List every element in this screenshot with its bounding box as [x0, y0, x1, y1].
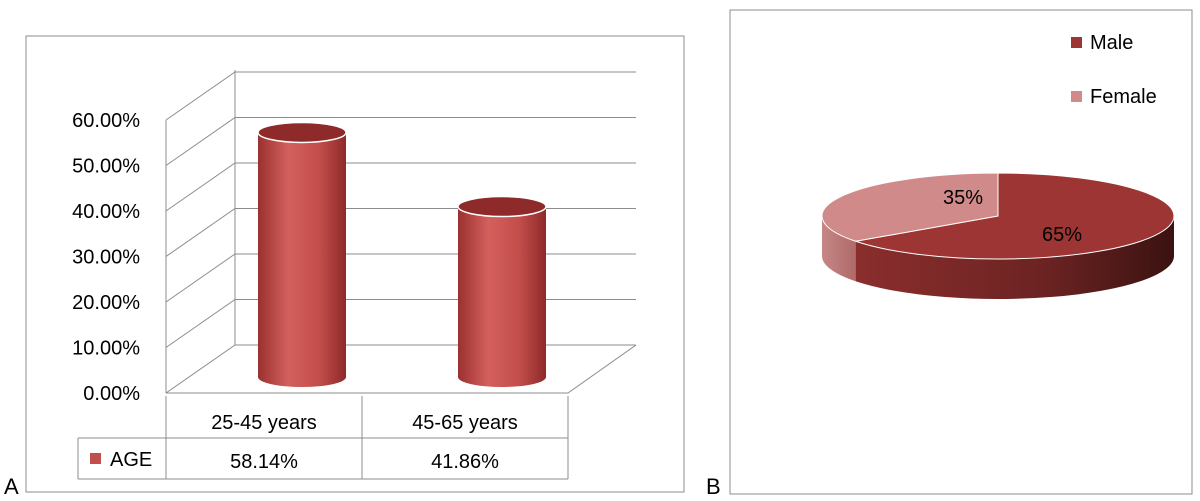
pie — [821, 172, 1175, 299]
bar-top — [257, 121, 347, 144]
panel-label-b: B — [706, 474, 721, 499]
category-label-1: 25-45 years — [211, 412, 317, 434]
panel-label-a: A — [4, 474, 19, 499]
pie-side-male — [855, 216, 1174, 299]
bars — [257, 121, 547, 387]
chart-a-frame — [25, 35, 685, 493]
value-label-2: 41.86% — [431, 451, 499, 473]
bar-body — [458, 206, 546, 387]
value-label-1: 58.14% — [230, 451, 298, 473]
y-tick-label: 20.00% — [72, 292, 140, 314]
bar-chart-age: 0.00% 10.00% 20.00% 30.00% 40.00% 50.00% 60.00… — [72, 70, 637, 480]
legend-swatch-male — [1071, 37, 1082, 48]
grid-line — [165, 162, 636, 212]
y-tick-label: 10.00% — [72, 338, 140, 360]
pie-slice-male — [855, 172, 1175, 260]
y-tick-label: 50.00% — [72, 156, 140, 178]
slice-label-female: 35% — [943, 187, 983, 209]
floor-edge — [166, 344, 637, 394]
legend-label-female: Female — [1090, 86, 1157, 108]
bar-2 — [457, 195, 547, 387]
y-tick-label: 30.00% — [72, 247, 140, 269]
legend-label-age: AGE — [110, 449, 152, 471]
y-tick-label: 0.00% — [83, 383, 140, 405]
grid-line — [165, 71, 636, 121]
data-table: 25-45 years 45-65 years AGE 58.14% 41.86… — [77, 396, 569, 480]
legend-swatch-female — [1071, 91, 1082, 102]
legend-label-male: Male — [1090, 32, 1133, 54]
pie-chart-gender: 65% 35% Male Female — [821, 32, 1175, 299]
bar-body — [258, 132, 346, 387]
y-tick-label: 60.00% — [72, 110, 140, 132]
bar-1 — [257, 121, 347, 387]
legend-swatch-age — [90, 453, 101, 464]
category-label-2: 45-65 years — [412, 412, 518, 434]
legend: Male Female — [1071, 32, 1157, 108]
bar-top — [457, 195, 547, 218]
slice-label-male: 65% — [1042, 224, 1082, 246]
grid-line — [165, 117, 636, 166]
pie-side-female — [822, 216, 856, 282]
pie-slice-female — [821, 172, 999, 242]
y-tick-label: 40.00% — [72, 201, 140, 223]
y-tick-labels: 0.00% 10.00% 20.00% 30.00% 40.00% 50.00% 60.00… — [72, 110, 140, 405]
